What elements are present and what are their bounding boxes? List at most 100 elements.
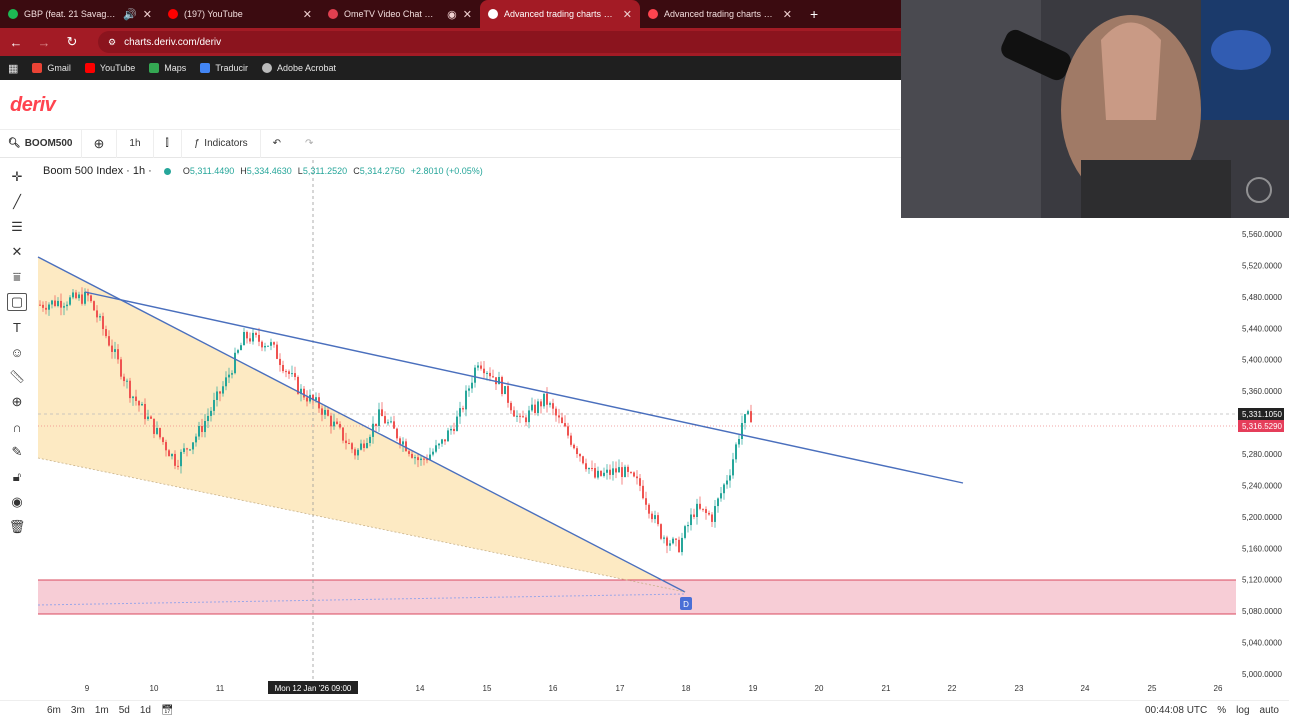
candle — [255, 331, 257, 338]
current-price-label: 5,316.5290 — [1242, 422, 1283, 431]
range-1m[interactable]: 1m — [94, 705, 109, 716]
text-icon[interactable]: T — [13, 319, 21, 335]
close-value: 5,314.2750 — [359, 166, 405, 176]
redo-button[interactable]: ↷ — [293, 130, 325, 158]
compare-button[interactable]: ⊕ — [80, 129, 117, 158]
fib-icon[interactable]: ⩸ — [13, 269, 21, 284]
magnet-icon[interactable]: ∩ — [12, 419, 22, 435]
close-icon[interactable]: ✕ — [142, 8, 152, 21]
crosshair-icon[interactable]: ✛ — [11, 169, 23, 184]
candle-body — [120, 359, 122, 377]
percent-toggle[interactable]: % — [1217, 705, 1227, 716]
range-1d[interactable]: 1d — [139, 705, 151, 716]
close-icon[interactable]: ✕ — [622, 8, 632, 21]
candle-body — [156, 427, 158, 434]
eye-icon[interactable]: ◉ — [11, 494, 23, 509]
utc-clock[interactable]: 00:44:08 UTC — [1145, 705, 1208, 716]
candle-body — [618, 467, 620, 473]
bookmark-label: Traducir — [215, 63, 248, 73]
close-icon[interactable]: ✕ — [782, 8, 792, 21]
candle — [84, 288, 86, 306]
back-icon[interactable]: ← — [9, 34, 23, 50]
browser-tab-3[interactable]: Advanced trading charts & too ✕ — [480, 0, 640, 28]
browser-tab-4[interactable]: Advanced trading charts & too ✕ — [640, 0, 800, 28]
candle — [516, 410, 518, 422]
calendar-icon[interactable]: 📅︎ — [160, 705, 174, 716]
rectangle-icon[interactable]: ▢ — [7, 293, 27, 311]
candle — [636, 470, 638, 485]
bookmark-traducir[interactable]: Traducir — [200, 63, 248, 73]
candle-body — [417, 457, 419, 461]
candle-body — [264, 345, 266, 348]
candle — [717, 497, 719, 513]
trash-icon[interactable]: 🗑︎ — [8, 519, 26, 534]
bookmark-youtube[interactable]: YouTube — [84, 63, 135, 73]
candles-icon: ⫿ — [165, 138, 169, 149]
forward-icon[interactable]: → — [37, 34, 51, 50]
trend-line-icon[interactable]: ╱ — [13, 194, 21, 209]
candle-body — [483, 368, 485, 374]
symbol-selector[interactable]: 🔍︎ BOOM500 — [0, 138, 81, 149]
candle-body — [360, 443, 362, 450]
range-6m[interactable]: 6m — [47, 705, 61, 716]
apps-grid-icon[interactable]: ▦ — [8, 62, 19, 75]
candle-body — [330, 415, 332, 427]
range-5d[interactable]: 5d — [118, 705, 130, 716]
bookmark-acrobat[interactable]: Adobe Acrobat — [262, 63, 336, 73]
price-chart[interactable]: D 5,560.0000 5,520.0000 5,480.0000 5,440.00… — [0, 158, 1289, 700]
pencil-icon[interactable]: ✎ — [11, 444, 23, 459]
bookmark-gmail[interactable]: Gmail — [32, 63, 71, 73]
candle — [177, 459, 179, 470]
url-field[interactable]: ⚙ charts.deriv.com/deriv — [98, 31, 978, 53]
emoji-icon[interactable]: ☺ — [10, 344, 24, 360]
candle-body — [306, 397, 308, 402]
range-3m[interactable]: 3m — [70, 705, 85, 716]
chart-type-button[interactable]: ⫿ — [152, 129, 181, 158]
candle-body — [75, 292, 77, 299]
indicators-button[interactable]: ƒ Indicators — [180, 129, 260, 158]
close-icon[interactable]: ✕ — [462, 8, 472, 21]
browser-tab-0[interactable]: GBP (feat. 21 Savage) • Cen 🔊 ✕ — [0, 0, 160, 28]
speaker-icon[interactable]: 🔊 — [123, 8, 137, 21]
browser-tab-2[interactable]: OmeTV Video Chat — Ome ◉ ✕ — [320, 0, 480, 28]
undo-button[interactable]: ↶ — [259, 129, 293, 158]
reload-icon[interactable]: ↻ — [66, 34, 78, 49]
zoom-icon[interactable]: ⊕ — [11, 394, 23, 409]
bookmark-maps[interactable]: Maps — [149, 63, 186, 73]
log-toggle[interactable]: log — [1236, 705, 1250, 716]
date-tick-label: 9 — [85, 684, 90, 693]
channel-icon[interactable]: ☰ — [11, 219, 23, 234]
candle — [69, 295, 71, 307]
candle — [249, 332, 251, 344]
candle — [450, 425, 452, 435]
candle — [489, 367, 491, 382]
symbol-title[interactable]: Boom 500 Index · 1h · — [43, 165, 152, 177]
interval-button[interactable]: 1h — [116, 129, 152, 158]
candle-body — [561, 417, 563, 424]
ruler-icon[interactable]: 📏︎ — [8, 369, 26, 384]
candle-body — [426, 459, 428, 461]
bookmark-label: Gmail — [47, 63, 71, 73]
candle — [561, 412, 563, 424]
symbol-label: BOOM500 — [24, 138, 73, 149]
candle-body — [150, 416, 152, 419]
candle — [366, 438, 368, 449]
candle-body — [444, 439, 446, 442]
candle-body — [354, 449, 356, 456]
deriv-logo[interactable]: deriv — [10, 94, 56, 116]
candle — [444, 439, 446, 445]
translate-icon — [200, 63, 211, 73]
pattern-icon[interactable]: ✕ — [11, 244, 23, 259]
price-tick-label: 5,480.0000 — [1242, 293, 1283, 302]
lock-icon[interactable]: 🔓︎ — [12, 469, 22, 484]
site-info-icon[interactable]: ⚙ — [108, 36, 117, 47]
new-tab-icon[interactable]: + — [810, 6, 819, 22]
browser-tab-1[interactable]: (197) YouTube ✕ — [160, 0, 320, 28]
ometv-icon — [328, 9, 338, 19]
candle — [384, 411, 386, 424]
auto-toggle[interactable]: auto — [1259, 705, 1279, 716]
candle-body — [240, 345, 242, 351]
candle — [153, 418, 155, 439]
close-icon[interactable]: ✕ — [302, 8, 312, 21]
last-price-label: 5,331.1050 — [1242, 410, 1283, 419]
